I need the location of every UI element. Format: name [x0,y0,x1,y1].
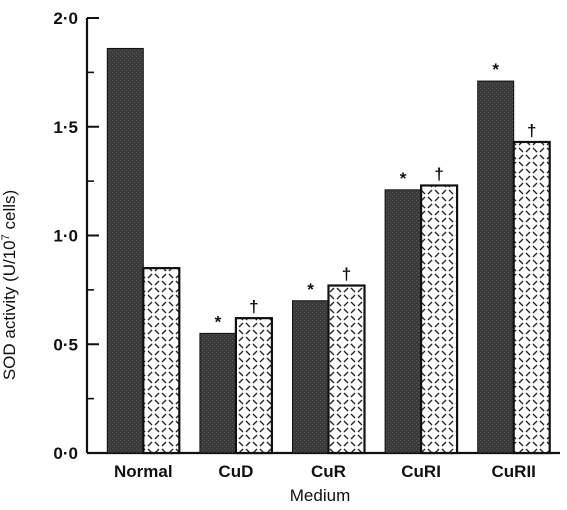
bar-cud-series-2 [234,317,273,455]
bar-normal-series-1 [106,47,144,454]
significance-markers: * † * † * † * † [215,60,537,331]
marker-curi-series-2: † [434,164,443,183]
bars [106,47,551,455]
bar-cur-series-2 [327,284,366,455]
y-axis: 0·0 0·5 1·0 1·5 2·0 [53,9,99,463]
marker-cud-series-2: † [249,297,258,316]
x-category-label: CuRII [492,462,536,481]
marker-cud-series-1: * [215,312,222,331]
marker-curii-series-1: * [492,60,499,79]
y-tick-label: 0·5 [53,335,78,354]
y-axis-title-sup: 7 [0,234,12,240]
bar-normal-series-2 [142,267,181,455]
x-category-label: CuD [218,462,253,481]
bar-cud-series-1 [199,332,237,454]
x-category-label: CuRI [401,462,441,481]
bar-cur-series-1 [292,300,329,454]
bar-curii-series-1 [477,80,515,454]
y-axis-title: SOD activity (U/107 cells) [0,190,19,380]
x-category-label: Normal [114,462,173,481]
y-tick-label: 1·5 [53,118,78,137]
y-axis-title-main: SOD activity (U/10 [0,240,19,380]
marker-cur-series-2: † [342,265,351,284]
y-tick-label: 1·0 [53,227,78,246]
x-axis: Normal CuD CuR CuRI CuRII [87,451,560,481]
y-tick-label: 2·0 [53,9,78,28]
y-tick-label: 0·0 [53,444,78,463]
bar-curi-series-2 [420,184,459,455]
bar-curii-series-2 [512,140,551,455]
marker-curi-series-1: * [400,169,407,188]
x-axis-title: Medium [290,486,350,505]
x-category-label: CuR [311,462,346,481]
y-axis-title-tail: cells) [0,190,19,234]
marker-curii-series-2: † [527,121,536,140]
marker-cur-series-1: * [307,280,314,299]
bar-curi-series-1 [384,189,422,454]
